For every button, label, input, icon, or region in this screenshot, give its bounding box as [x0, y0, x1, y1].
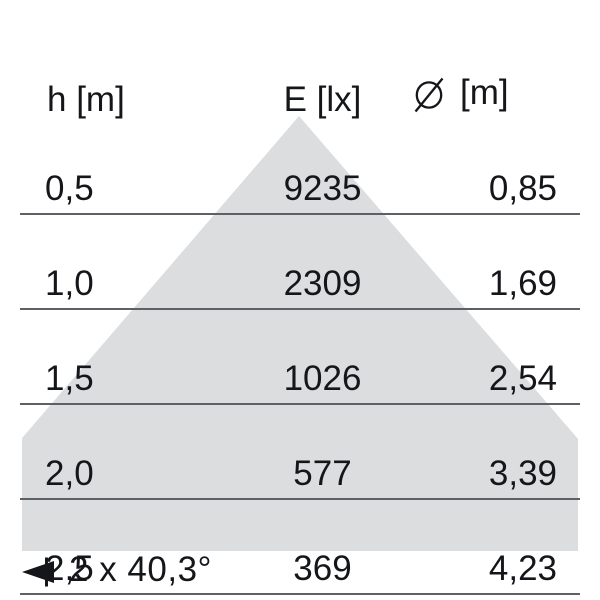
diameter-icon: [412, 76, 446, 114]
cell-diameter: 4,23: [410, 499, 580, 595]
table-row: 1,0 2309 1,69: [20, 214, 580, 310]
cell-illuminance: 577: [235, 404, 410, 500]
diameter-unit-label: [m]: [460, 72, 509, 112]
cell-illuminance: 2309: [235, 214, 410, 310]
table-row: 0,5 9235 0,85: [20, 121, 580, 215]
cell-illuminance: 1026: [235, 309, 410, 405]
cell-height: 0,5: [20, 121, 235, 215]
column-header-diameter: [m]: [410, 60, 580, 121]
cell-height: 1,5: [20, 309, 235, 405]
diameter-header-group: [m]: [412, 72, 509, 114]
column-header-height: h [m]: [47, 80, 125, 119]
table-row: 1,5 1026 2,54: [20, 309, 580, 405]
cell-diameter: 3,39: [410, 404, 580, 500]
beam-angle-value: 2 x 40,3°: [69, 550, 213, 589]
cell-diameter: 2,54: [410, 309, 580, 405]
cell-height: 2,5: [20, 499, 235, 595]
beam-angle-footer: 2 x 40,3°: [20, 552, 212, 587]
beam-angle-icon: [20, 557, 62, 587]
table-row: 2,0 577 3,39: [20, 404, 580, 500]
cell-height: 1,0: [20, 214, 235, 310]
table-row: 2,5 369 4,23: [20, 499, 580, 595]
cell-illuminance: 9235: [235, 121, 410, 215]
cell-diameter: 0,85: [410, 121, 580, 215]
table-header-row: h [m] E [lx] [m]: [20, 60, 580, 121]
data-table-wrapper: h [m] E [lx] [m]: [20, 60, 580, 595]
cell-height: 2,0: [20, 404, 235, 500]
photometric-data-table: h [m] E [lx] [m]: [20, 60, 580, 595]
cell-diameter: 1,69: [410, 214, 580, 310]
cell-illuminance: 369: [235, 499, 410, 595]
column-header-illuminance: E [lx]: [283, 80, 362, 119]
